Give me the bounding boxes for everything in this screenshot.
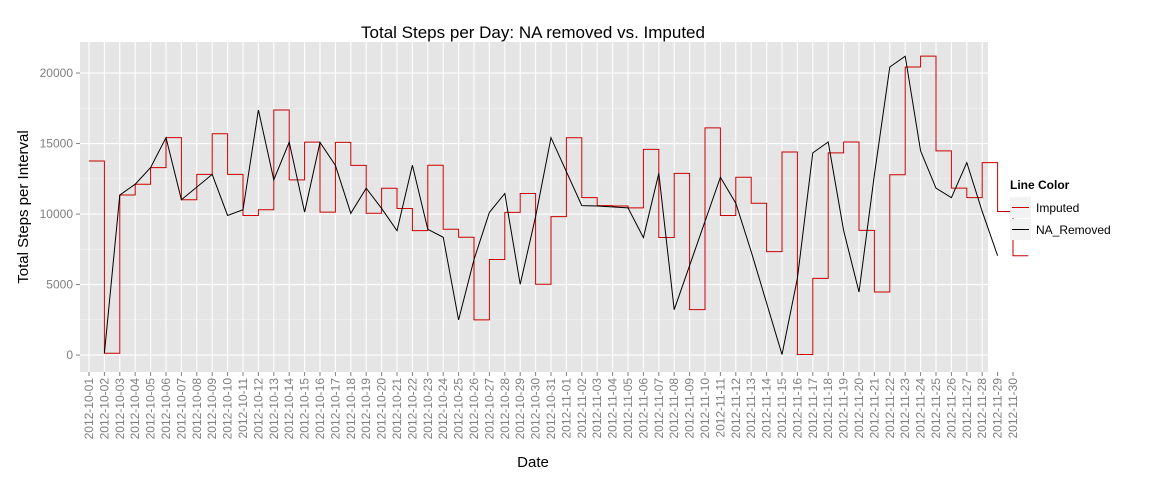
x-tick-label: 2012-10-25 xyxy=(452,378,466,440)
x-tick-label: 2012-10-04 xyxy=(128,378,142,440)
x-tick-label: 2012-10-11 xyxy=(236,378,250,439)
x-tick-label: 2012-11-24 xyxy=(914,378,928,439)
x-tick-label: 2012-11-16 xyxy=(790,378,804,439)
x-tick-label: 2012-11-27 xyxy=(960,378,974,439)
x-tick-label: 2012-10-16 xyxy=(313,378,327,440)
series-na-removed-line xyxy=(103,55,999,355)
series-layer xyxy=(89,55,1029,355)
x-tick-label: 2012-10-29 xyxy=(513,378,527,440)
x-tick-label: 2012-11-18 xyxy=(821,378,835,439)
x-tick-label: 2012-11-15 xyxy=(775,378,789,439)
x-tick-label: 2012-10-18 xyxy=(344,378,358,440)
x-tick-label: 2012-10-10 xyxy=(221,378,235,440)
x-tick-label: 2012-10-01 xyxy=(82,378,96,440)
x-tick-label: 2012-10-21 xyxy=(390,378,404,440)
x-tick-label: 2012-11-14 xyxy=(760,378,774,439)
x-tick-label: 2012-11-20 xyxy=(852,378,866,439)
y-tick-label: 5000 xyxy=(46,278,73,292)
x-tick-label: 2012-10-13 xyxy=(267,378,281,440)
x-tick-label: 2012-10-31 xyxy=(544,378,558,440)
x-tick-label: 2012-11-12 xyxy=(729,378,743,439)
x-tick-label: 2012-11-23 xyxy=(898,378,912,439)
x-tick-label: 2012-10-09 xyxy=(205,378,219,440)
x-tick-label: 2012-11-19 xyxy=(837,378,851,439)
x-tick-label: 2012-11-01 xyxy=(559,378,573,439)
x-tick-label: 2012-11-30 xyxy=(1006,378,1020,439)
x-tick-label: 2012-10-12 xyxy=(251,378,265,440)
x-tick-label: 2012-11-17 xyxy=(806,378,820,439)
x-tick-label: 2012-11-03 xyxy=(590,378,604,439)
x-tick-label: 2012-10-07 xyxy=(174,378,188,440)
y-tick-label: 20000 xyxy=(40,66,74,80)
legend: Line Color Imputed NA_Removed xyxy=(1010,178,1111,240)
x-tick-label: 2012-11-11 xyxy=(713,378,727,438)
x-tick-label: 2012-10-05 xyxy=(144,378,158,440)
x-tick-label: 2012-11-25 xyxy=(929,378,943,439)
y-tick-label: 15000 xyxy=(40,137,74,151)
x-tick-label: 2012-11-07 xyxy=(652,378,666,439)
x-tick-label: 2012-10-27 xyxy=(482,378,496,440)
x-tick-label: 2012-10-19 xyxy=(359,378,373,440)
y-tick-label: 0 xyxy=(66,348,73,362)
x-tick-label: 2012-11-29 xyxy=(991,378,1005,439)
x-tick-label: 2012-11-28 xyxy=(975,378,989,439)
x-axis-title: Date xyxy=(517,454,549,471)
y-axis-title: Total Steps per Interval xyxy=(15,130,32,283)
y-tick-label: 10000 xyxy=(40,207,74,221)
x-tick-label: 2012-11-04 xyxy=(606,378,620,439)
legend-title: Line Color xyxy=(1010,178,1070,192)
x-tick-label: 2012-11-21 xyxy=(867,378,881,439)
x-axis-ticks: 2012-10-01 2012-10-02 2012-10-03 2012-10-04… xyxy=(82,372,1020,439)
x-tick-label: 2012-10-26 xyxy=(467,378,481,440)
x-tick-label: 2012-10-30 xyxy=(529,378,543,440)
x-tick-label: 2012-11-08 xyxy=(667,378,681,439)
y-axis-ticks: 0 5000 10000 15000 20000 xyxy=(40,66,80,362)
x-tick-label: 2012-11-22 xyxy=(883,378,897,439)
x-tick-label: 2012-11-05 xyxy=(621,378,635,439)
gridlines xyxy=(80,42,1014,372)
chart-title: Total Steps per Day: NA removed vs. Impu… xyxy=(361,23,705,42)
x-tick-label: 2012-10-15 xyxy=(298,378,312,440)
x-tick-label: 2012-10-23 xyxy=(421,378,435,440)
x-tick-label: 2012-10-28 xyxy=(498,378,512,440)
x-tick-label: 2012-11-10 xyxy=(698,378,712,439)
x-tick-label: 2012-10-14 xyxy=(282,378,296,440)
x-tick-label: 2012-10-06 xyxy=(159,378,173,440)
x-tick-label: 2012-11-26 xyxy=(944,378,958,439)
legend-label-na-removed: NA_Removed xyxy=(1036,223,1111,237)
x-tick-label: 2012-10-17 xyxy=(328,378,342,440)
x-tick-label: 2012-10-20 xyxy=(375,378,389,440)
x-tick-label: 2012-11-06 xyxy=(636,378,650,439)
x-tick-label: 2012-10-03 xyxy=(113,378,127,440)
series-imputed-line xyxy=(89,55,1029,355)
x-tick-label: 2012-10-22 xyxy=(405,378,419,440)
x-tick-label: 2012-11-02 xyxy=(575,378,589,439)
x-tick-label: 2012-11-09 xyxy=(683,378,697,439)
x-tick-label: 2012-10-24 xyxy=(436,378,450,440)
x-tick-label: 2012-10-08 xyxy=(190,378,204,440)
plot-panel xyxy=(80,42,988,372)
x-tick-label: 2012-10-02 xyxy=(97,378,111,440)
x-tick-label: 2012-11-13 xyxy=(744,378,758,439)
legend-label-imputed: Imputed xyxy=(1036,201,1079,215)
